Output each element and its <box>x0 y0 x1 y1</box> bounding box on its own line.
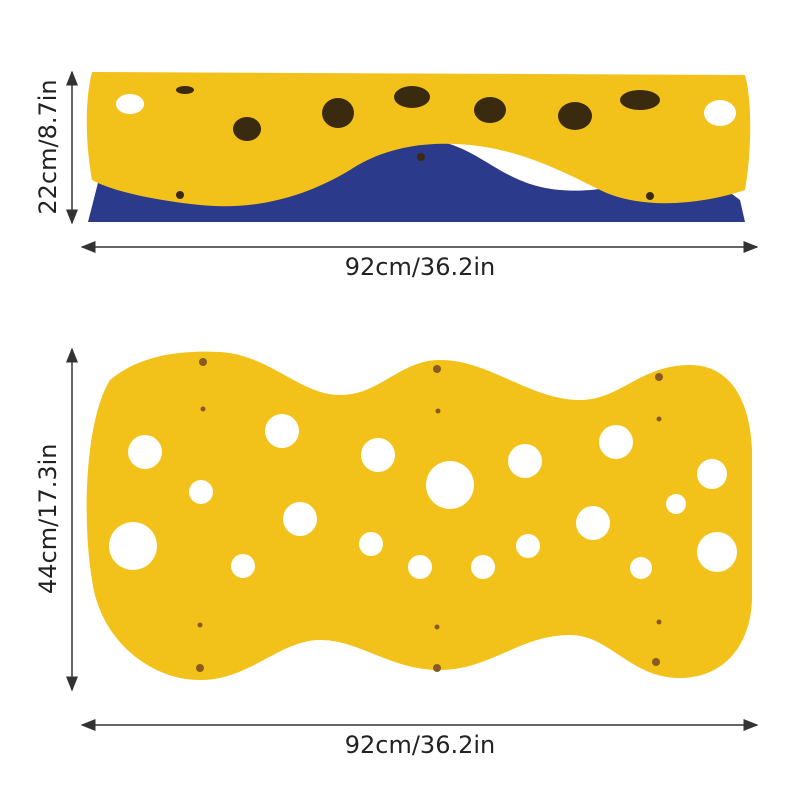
top-holes <box>116 86 736 200</box>
bottom-width-label: 92cm/36.2in <box>344 731 496 759</box>
top-height-label: 22cm/8.7in <box>34 79 62 215</box>
yellow-flat-sheet <box>86 351 752 680</box>
flat-holes <box>109 414 737 579</box>
bottom-height-label: 44cm/17.3in <box>34 443 62 594</box>
top-width-label: 92cm/36.2in <box>344 253 496 281</box>
screw-dots <box>196 358 663 672</box>
